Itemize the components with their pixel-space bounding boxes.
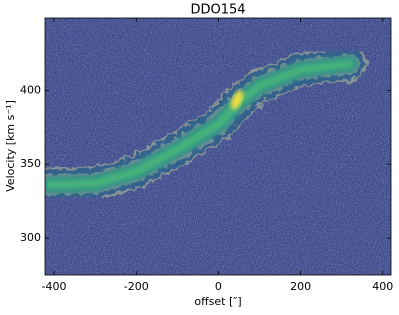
x-tick-label: -200 <box>124 280 149 293</box>
y-tick-label: 300 <box>20 231 41 244</box>
x-tick-label: -400 <box>42 280 67 293</box>
x-axis-label: offset [″] <box>194 295 241 308</box>
x-tick-label: 400 <box>372 280 393 293</box>
x-tick-label: 200 <box>290 280 311 293</box>
chart-title: DDO154 <box>190 3 245 18</box>
emission-peak <box>230 90 244 110</box>
axes-frame <box>44 17 392 276</box>
plot-area <box>45 18 391 275</box>
emission-core <box>45 59 355 190</box>
y-tick-label: 400 <box>20 83 41 96</box>
x-tick-label: 0 <box>215 280 222 293</box>
y-axis-label: Velocity [km s⁻¹] <box>4 100 17 192</box>
y-tick-label: 350 <box>20 157 41 170</box>
